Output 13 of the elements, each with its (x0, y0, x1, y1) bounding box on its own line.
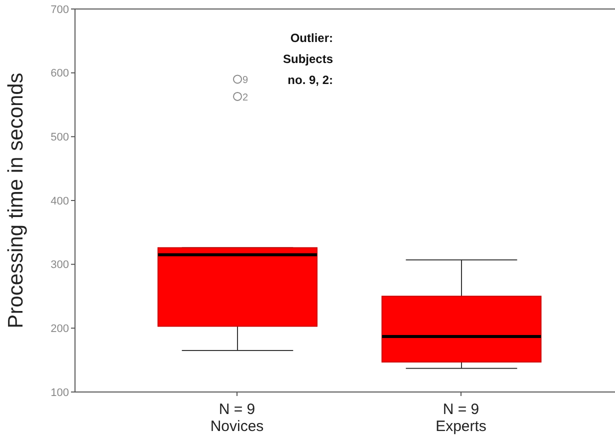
y-tick-label: 500 (50, 132, 69, 144)
y-tick-label: 400 (50, 195, 69, 208)
y-tick-label: 600 (50, 68, 69, 80)
annotation: Outlier: Subjects no. 9, 2: (282, 31, 334, 87)
annotation: 9 (242, 75, 248, 86)
y-axis-title: Processing time in seconds (4, 72, 28, 328)
y-tick-label: 700 (50, 4, 69, 16)
y-tick-label: 200 (50, 323, 69, 336)
x-tick-label: N = 9 Experts (436, 401, 486, 435)
y-tick-label: 100 (50, 386, 69, 399)
x-tick-label: N = 9 Novices (210, 401, 264, 435)
annotation: 2 (242, 92, 248, 104)
y-tick-label: 300 (50, 259, 69, 272)
